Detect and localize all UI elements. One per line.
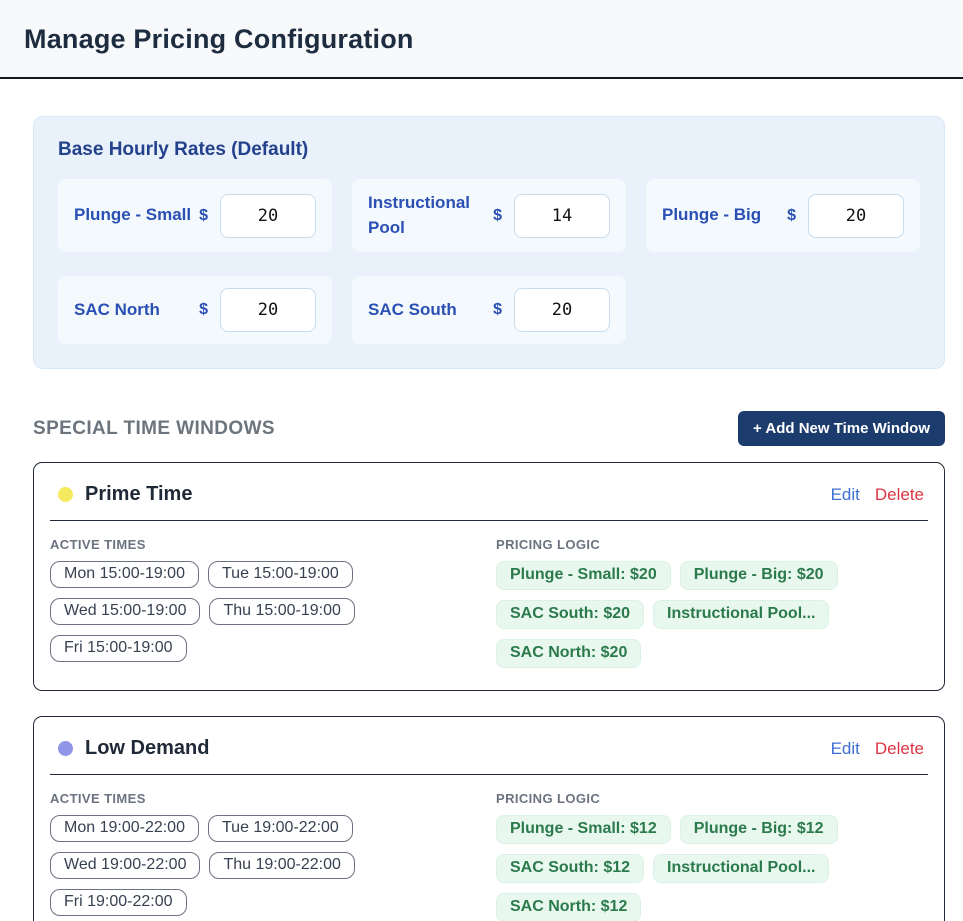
rate-item: Plunge - Big $ [646,179,920,253]
pricing-logic-pill: SAC South: $20 [496,600,645,630]
pricing-logic-pills: Plunge - Small: $12 Plunge - Big: $12 SAC … [496,815,928,921]
special-windows-section-header: SPECIAL TIME WINDOWS + Add New Time Wind… [33,411,945,447]
rate-label: SAC North [74,299,160,319]
base-rates-title: Base Hourly Rates (Default) [58,139,309,160]
rate-input[interactable] [514,193,610,238]
delete-link[interactable]: Delete [874,738,924,758]
pricing-logic-pill: Plunge - Big: $20 [679,561,838,591]
time-window-card: Prime Time Edit Delete ACTIVE TIMES Mon … [33,462,945,692]
window-actions: Edit Delete [831,739,928,759]
window-color-dot-icon [58,741,73,757]
rate-item: SAC North $ [58,276,332,345]
active-time-pill: Wed 15:00-19:00 [50,598,201,626]
currency-symbol: $ [199,301,208,319]
pricing-logic-pill: Instructional Pool... [653,854,830,884]
active-time-pill: Fri 15:00-19:00 [50,635,187,663]
active-times-column: ACTIVE TIMES Mon 19:00-22:00 Tue 19:00-22… [50,791,482,921]
delete-link[interactable]: Delete [874,484,924,504]
time-window-header: Low Demand Edit Delete [50,733,928,776]
window-name: Low Demand [85,737,210,760]
active-times-column: ACTIVE TIMES Mon 15:00-19:00 Tue 15:00-19… [50,537,482,668]
active-time-pill: Tue 19:00-22:00 [207,815,353,843]
active-time-pill: Tue 15:00-19:00 [207,561,353,589]
time-windows-list: Prime Time Edit Delete ACTIVE TIMES Mon … [33,462,945,921]
active-time-pill: Thu 15:00-19:00 [209,598,355,626]
currency-symbol: $ [199,206,208,224]
rate-input[interactable] [808,193,904,238]
pricing-logic-pill: Plunge - Big: $12 [679,815,838,845]
pricing-logic-label: PRICING LOGIC [496,537,601,553]
base-rates-card: Base Hourly Rates (Default) Plunge - Sma… [33,116,945,370]
active-times-label: ACTIVE TIMES [50,537,146,553]
rate-input[interactable] [220,193,316,238]
rate-item: Plunge - Small $ [58,179,332,253]
time-window-card: Low Demand Edit Delete ACTIVE TIMES Mon … [33,716,945,921]
rate-label: Instructional Pool [368,193,471,237]
window-name: Prime Time [85,483,193,506]
time-window-body: ACTIVE TIMES Mon 15:00-19:00 Tue 15:00-19… [50,521,928,674]
main-content: Base Hourly Rates (Default) Plunge - Sma… [0,79,963,921]
active-time-pill: Mon 15:00-19:00 [50,561,199,589]
pricing-logic-label: PRICING LOGIC [496,791,601,807]
pricing-logic-pill: SAC North: $12 [496,893,642,921]
rate-item: SAC South $ [352,276,626,345]
active-times-label: ACTIVE TIMES [50,791,146,807]
currency-symbol: $ [787,206,796,224]
active-time-pill: Mon 19:00-22:00 [50,815,199,843]
window-actions: Edit Delete [831,485,928,505]
page-header: Manage Pricing Configuration [0,0,963,79]
active-times-pills: Mon 15:00-19:00 Tue 15:00-19:00 Wed 15:00-… [50,561,482,663]
rate-label: SAC South [368,299,457,319]
rate-item: Instructional Pool $ [352,179,626,253]
edit-link[interactable]: Edit [830,484,860,504]
pricing-logic-pill: Plunge - Small: $12 [496,815,671,845]
pricing-logic-pills: Plunge - Small: $20 Plunge - Big: $20 SAC … [496,561,928,669]
active-time-pill: Thu 19:00-22:00 [209,852,355,880]
active-times-pills: Mon 19:00-22:00 Tue 19:00-22:00 Wed 19:00-… [50,815,482,917]
active-time-pill: Fri 19:00-22:00 [50,889,187,917]
active-time-pill: Wed 19:00-22:00 [50,852,201,880]
base-rates-grid: Plunge - Small $ Instructional Pool $ Pl… [58,179,920,345]
currency-symbol: $ [493,301,502,319]
pricing-logic-pill: Plunge - Small: $20 [496,561,671,591]
edit-link[interactable]: Edit [830,738,860,758]
currency-symbol: $ [493,206,502,224]
special-windows-title: SPECIAL TIME WINDOWS [33,417,275,439]
rate-label: Plunge - Small [74,205,192,225]
pricing-logic-column: PRICING LOGIC Plunge - Small: $12 Plunge … [496,791,928,921]
time-window-header: Prime Time Edit Delete [50,479,928,522]
time-window-body: ACTIVE TIMES Mon 19:00-22:00 Tue 19:00-22… [50,775,928,921]
rate-input[interactable] [514,288,610,333]
rate-label: Plunge - Big [662,205,762,225]
add-time-window-button[interactable]: + Add New Time Window [738,411,945,447]
page-title: Manage Pricing Configuration [24,24,414,54]
pricing-logic-pill: SAC North: $20 [496,639,642,669]
pricing-logic-pill: Instructional Pool... [653,600,830,630]
rate-input[interactable] [220,288,316,333]
window-color-dot-icon [58,487,73,503]
pricing-logic-pill: SAC South: $12 [496,854,645,884]
pricing-logic-column: PRICING LOGIC Plunge - Small: $20 Plunge … [496,537,928,669]
